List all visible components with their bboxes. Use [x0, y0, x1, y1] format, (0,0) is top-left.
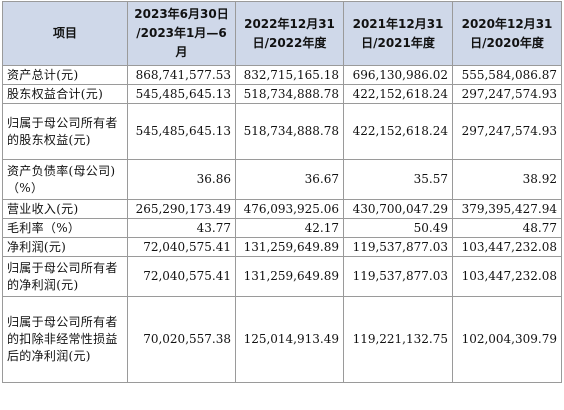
row-label-debt-ratio: 资产负债率(母公司)（%） [2, 159, 128, 200]
table-cell: 36.67 [235, 159, 344, 200]
header-col-2020: 2020年12月31 日/2020年度 [452, 1, 562, 66]
table-cell: 103,447,232.08 [452, 256, 562, 297]
row-label-parent-equity: 归属于母公司所有者的股东权益(元) [2, 103, 128, 160]
table-cell: 119,537,877.03 [343, 256, 453, 297]
table-cell: 545,485,645.13 [127, 103, 236, 160]
table-cell: 518,734,888.78 [235, 84, 344, 104]
table-row: 归属于母公司所有者的扣除非经常性损益后的净利润(元) 70,020,557.38… [2, 296, 562, 383]
table-cell: 125,014,913.49 [235, 296, 344, 383]
table-cell: 131,259,649.89 [235, 237, 344, 257]
table-row: 净利润(元) 72,040,575.41 131,259,649.89 119,… [2, 237, 562, 257]
table-cell: 38.92 [452, 159, 562, 200]
table-cell: 545,485,645.13 [127, 84, 236, 104]
row-label-net-profit: 净利润(元) [2, 237, 128, 257]
table-cell: 297,247,574.93 [452, 84, 562, 104]
table-cell: 131,259,649.89 [235, 256, 344, 297]
table-cell: 696,130,986.02 [343, 65, 453, 85]
table-row: 毛利率（%） 43.77 42.17 50.49 48.77 [2, 218, 562, 238]
table-cell: 70,020,557.38 [127, 296, 236, 383]
table-row: 营业收入(元) 265,290,173.49 476,093,925.06 43… [2, 199, 562, 219]
row-label-adjusted-net-profit: 归属于母公司所有者的扣除非经常性损益后的净利润(元) [2, 296, 128, 383]
table-row: 资产总计(元) 868,741,577.53 832,715,165.18 69… [2, 65, 562, 85]
financial-summary-table: 项目 2023年6月30日 /2023年1月—6 月 2022年12月31 日/… [2, 1, 562, 383]
table-cell: 50.49 [343, 218, 453, 238]
row-label-parent-net-profit: 归属于母公司所有者的净利润(元) [2, 256, 128, 297]
table-cell: 102,004,309.79 [452, 296, 562, 383]
header-item: 项目 [2, 1, 128, 66]
table-header: 项目 2023年6月30日 /2023年1月—6 月 2022年12月31 日/… [2, 1, 562, 66]
table-cell: 868,741,577.53 [127, 65, 236, 85]
header-col-2022: 2022年12月31 日/2022年度 [235, 1, 344, 66]
table-cell: 72,040,575.41 [127, 237, 236, 257]
table-cell: 43.77 [127, 218, 236, 238]
table-cell: 42.17 [235, 218, 344, 238]
table-cell: 476,093,925.06 [235, 199, 344, 219]
row-label-gross-margin: 毛利率（%） [2, 218, 128, 238]
table-row: 归属于母公司所有者的股东权益(元) 545,485,645.13 518,734… [2, 103, 562, 160]
table-cell: 72,040,575.41 [127, 256, 236, 297]
header-row: 项目 2023年6月30日 /2023年1月—6 月 2022年12月31 日/… [2, 1, 562, 66]
table-cell: 119,537,877.03 [343, 237, 453, 257]
table-cell: 555,584,086.87 [452, 65, 562, 85]
table-cell: 422,152,618.24 [343, 84, 453, 104]
header-col-2023h1: 2023年6月30日 /2023年1月—6 月 [127, 1, 236, 66]
table-cell: 265,290,173.49 [127, 199, 236, 219]
table-cell: 297,247,574.93 [452, 103, 562, 160]
row-label-total-assets: 资产总计(元) [2, 65, 128, 85]
table-cell: 103,447,232.08 [452, 237, 562, 257]
table-row: 资产负债率(母公司)（%） 36.86 36.67 35.57 38.92 [2, 159, 562, 200]
table-row: 股东权益合计(元) 545,485,645.13 518,734,888.78 … [2, 84, 562, 104]
table-row: 归属于母公司所有者的净利润(元) 72,040,575.41 131,259,6… [2, 256, 562, 297]
table-cell: 36.86 [127, 159, 236, 200]
row-label-revenue: 营业收入(元) [2, 199, 128, 219]
header-col-2021: 2021年12月31 日/2021年度 [343, 1, 453, 66]
table-cell: 119,221,132.75 [343, 296, 453, 383]
table-cell: 35.57 [343, 159, 453, 200]
table-cell: 379,395,427.94 [452, 199, 562, 219]
table-body: 资产总计(元) 868,741,577.53 832,715,165.18 69… [2, 65, 562, 383]
table-cell: 518,734,888.78 [235, 103, 344, 160]
table-cell: 422,152,618.24 [343, 103, 453, 160]
table-cell: 832,715,165.18 [235, 65, 344, 85]
table-cell: 430,700,047.29 [343, 199, 453, 219]
table-cell: 48.77 [452, 218, 562, 238]
row-label-total-equity: 股东权益合计(元) [2, 84, 128, 104]
